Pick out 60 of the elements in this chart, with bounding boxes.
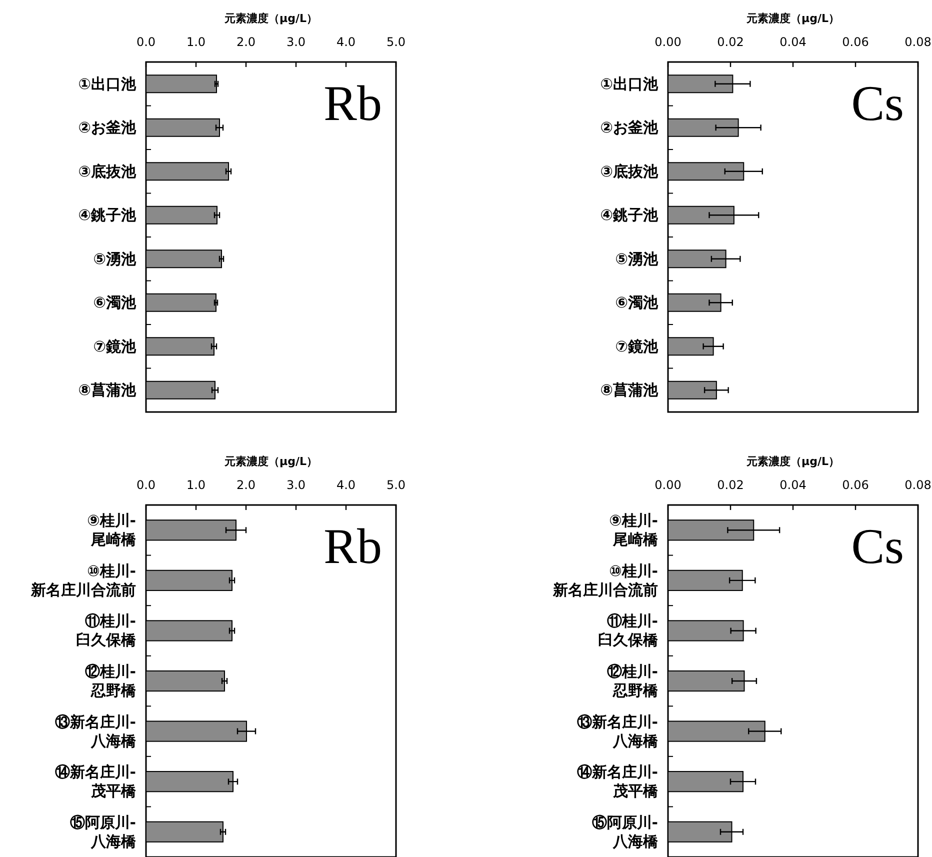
x-tick-label: 5.0 xyxy=(386,35,406,49)
x-tick-label: 2.0 xyxy=(236,478,256,492)
y-tick-label: ③底抜池 xyxy=(600,162,659,180)
y-tick-label: ①出口池 xyxy=(600,74,659,93)
x-axis-title: 元素濃度（μg/L） xyxy=(746,12,840,25)
y-tick-label: ⑦鏡池 xyxy=(93,337,137,356)
x-tick-label: 1.0 xyxy=(186,478,206,492)
y-tick-label: ⑧菖蒲池 xyxy=(78,381,137,400)
x-tick-label: 3.0 xyxy=(286,35,306,49)
x-tick-label: 0.02 xyxy=(717,478,744,492)
x-tick-label: 0.00 xyxy=(654,35,682,49)
y-tick-label: ①出口池 xyxy=(78,74,137,93)
annotation: Rb xyxy=(324,75,382,131)
y-tick-label: ④銚子池 xyxy=(78,206,137,224)
y-tick-label: ⑬新名庄川- 八海橋 xyxy=(54,712,137,750)
y-tick-label: ③底抜池 xyxy=(78,162,137,180)
x-tick-label: 0.06 xyxy=(842,35,869,49)
x-tick-label: 0.04 xyxy=(780,35,806,49)
x-tick-label: 0.0 xyxy=(136,478,156,492)
annotation: Rb xyxy=(324,518,382,574)
x-tick-label: 3.0 xyxy=(286,478,306,492)
y-tick-label: ②お釜池 xyxy=(78,118,137,137)
x-tick-label: 2.0 xyxy=(236,35,256,49)
y-tick-label: ⑫桂川- 忍野橋 xyxy=(84,662,137,700)
y-tick-label: ⑩桂川- 新名庄川合流前 xyxy=(30,562,136,599)
annotation: Cs xyxy=(851,75,904,131)
x-tick-label: 0.08 xyxy=(904,478,932,492)
y-tick-label: ⑤湧池 xyxy=(615,250,659,268)
y-tick-label: ⑮阿原川- 八海橋 xyxy=(592,813,659,850)
x-tick-label: 5.0 xyxy=(386,478,406,492)
y-tick-label: ⑥濁池 xyxy=(93,294,137,312)
y-tick-label: ⑨桂川- 尾崎橋 xyxy=(609,512,659,549)
x-tick-label: 0.00 xyxy=(654,478,682,492)
x-axis-title: 元素濃度（μg/L） xyxy=(746,455,840,468)
x-tick-label: 4.0 xyxy=(336,35,356,49)
y-tick-label: ⑤湧池 xyxy=(93,250,137,268)
x-tick-label: 4.0 xyxy=(336,478,356,492)
x-tick-label: 0.06 xyxy=(842,478,869,492)
y-tick-label: ⑭新名庄川- 茂平橋 xyxy=(576,763,659,800)
x-tick-label: 0.08 xyxy=(904,35,932,49)
x-axis-title: 元素濃度（μg/L） xyxy=(224,455,318,468)
annotation: Cs xyxy=(851,518,904,574)
x-tick-label: 0.04 xyxy=(780,478,806,492)
y-tick-label: ②お釜池 xyxy=(600,118,659,137)
y-tick-label: ⑪桂川- 臼久保橋 xyxy=(76,612,137,650)
x-tick-label: 0.02 xyxy=(717,35,744,49)
y-tick-label: ⑧菖蒲池 xyxy=(600,381,659,400)
y-tick-label: ⑫桂川- 忍野橋 xyxy=(606,662,659,700)
y-tick-label: ⑨桂川- 尾崎橋 xyxy=(87,512,137,549)
x-axis-title: 元素濃度（μg/L） xyxy=(224,12,318,25)
x-tick-label: 1.0 xyxy=(186,35,206,49)
y-tick-label: ⑪桂川- 臼久保橋 xyxy=(598,612,659,650)
y-tick-label: ⑥濁池 xyxy=(615,294,659,312)
y-tick-label: ④銚子池 xyxy=(600,206,659,224)
x-tick-label: 0.0 xyxy=(136,35,156,49)
y-tick-label: ⑮阿原川- 八海橋 xyxy=(70,813,137,850)
y-tick-label: ⑭新名庄川- 茂平橋 xyxy=(54,763,137,800)
y-tick-label: ⑦鏡池 xyxy=(615,337,659,356)
y-tick-label: ⑩桂川- 新名庄川合流前 xyxy=(552,562,658,599)
y-tick-label: ⑬新名庄川- 八海橋 xyxy=(576,712,659,750)
